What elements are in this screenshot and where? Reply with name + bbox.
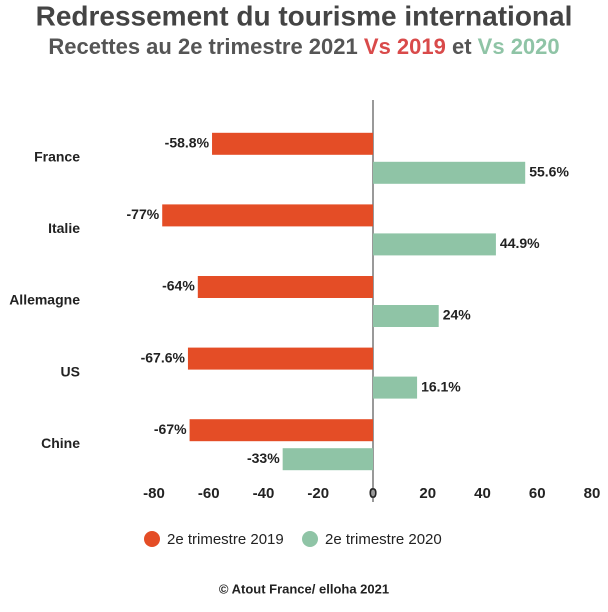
bar xyxy=(187,347,373,370)
chart-subtitle: Recettes au 2e trimestre 2021 Vs 2019 et… xyxy=(48,34,559,59)
subtitle-highlight: Vs 2019 xyxy=(364,34,446,59)
subtitle-connector: et xyxy=(452,34,472,59)
y-tick-label: France xyxy=(34,149,80,165)
x-tick-label: 40 xyxy=(474,485,491,502)
data-label: 24% xyxy=(443,307,472,323)
legend-label: 2e trimestre 2019 xyxy=(167,531,284,548)
data-label: -77% xyxy=(127,206,160,222)
bar xyxy=(373,305,439,327)
x-tick-label: 60 xyxy=(529,485,546,502)
data-label: 16.1% xyxy=(421,378,461,394)
bar xyxy=(373,376,418,399)
x-tick-label: -20 xyxy=(307,485,329,502)
x-tick-label: 20 xyxy=(419,485,436,502)
data-label: -64% xyxy=(162,278,195,294)
y-tick-label: Chine xyxy=(41,435,80,451)
y-tick-label: US xyxy=(61,363,80,379)
legend-marker xyxy=(144,531,160,547)
x-tick-label: 80 xyxy=(584,485,601,502)
chart-title: Redressement du tourisme international xyxy=(36,0,573,31)
data-label: -67% xyxy=(154,421,187,437)
data-label: 55.6% xyxy=(529,164,569,180)
bar xyxy=(212,132,373,155)
bar xyxy=(282,448,373,471)
legend-label: 2e trimestre 2020 xyxy=(325,531,442,548)
x-tick-label: -80 xyxy=(143,485,165,502)
bar xyxy=(373,233,496,256)
subtitle-text: Recettes au 2e trimestre 2021 xyxy=(48,34,357,59)
data-label: 44.9% xyxy=(500,235,540,251)
bar xyxy=(197,276,373,298)
data-label: -67.6% xyxy=(141,349,186,365)
data-label: -58.8% xyxy=(165,135,210,151)
x-tick-label: -40 xyxy=(253,485,275,502)
bar xyxy=(162,204,373,227)
source: © Atout France/ elloha 2021 xyxy=(219,581,389,596)
y-tick-label: Italie xyxy=(48,220,80,236)
legend-marker xyxy=(302,531,318,547)
data-label: -33% xyxy=(247,450,280,466)
subtitle-highlight: Vs 2020 xyxy=(478,34,560,59)
y-tick-label: Allemagne xyxy=(9,292,80,308)
x-tick-label: -60 xyxy=(198,485,220,502)
bar xyxy=(189,419,373,442)
bar xyxy=(373,161,526,184)
